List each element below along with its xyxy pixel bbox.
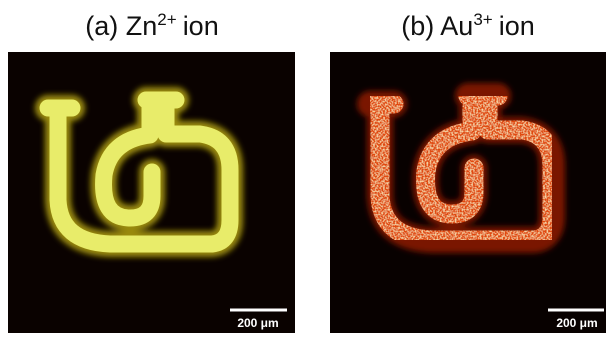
panel-title: (b) Au3+ ion [401,10,534,41]
title-suffix: ion [499,11,535,41]
figure: (a) Zn2+ ion 200 μm (b) Au3+ ion 200 μm [0,0,608,337]
panel-b: (b) Au3+ ion 200 μm [330,10,606,333]
title-text: (a) Zn [85,11,157,41]
panel-a: (a) Zn2+ ion 200 μm [8,10,295,333]
title-suffix: ion [183,11,219,41]
title-superscript: 2+ [157,10,176,29]
panel-title: (a) Zn2+ ion [85,10,218,41]
scale-label: 200 μm [556,316,597,330]
title-text: (b) Au [401,11,473,41]
title-superscript: 3+ [473,10,492,29]
scale-label: 200 μm [237,316,278,330]
